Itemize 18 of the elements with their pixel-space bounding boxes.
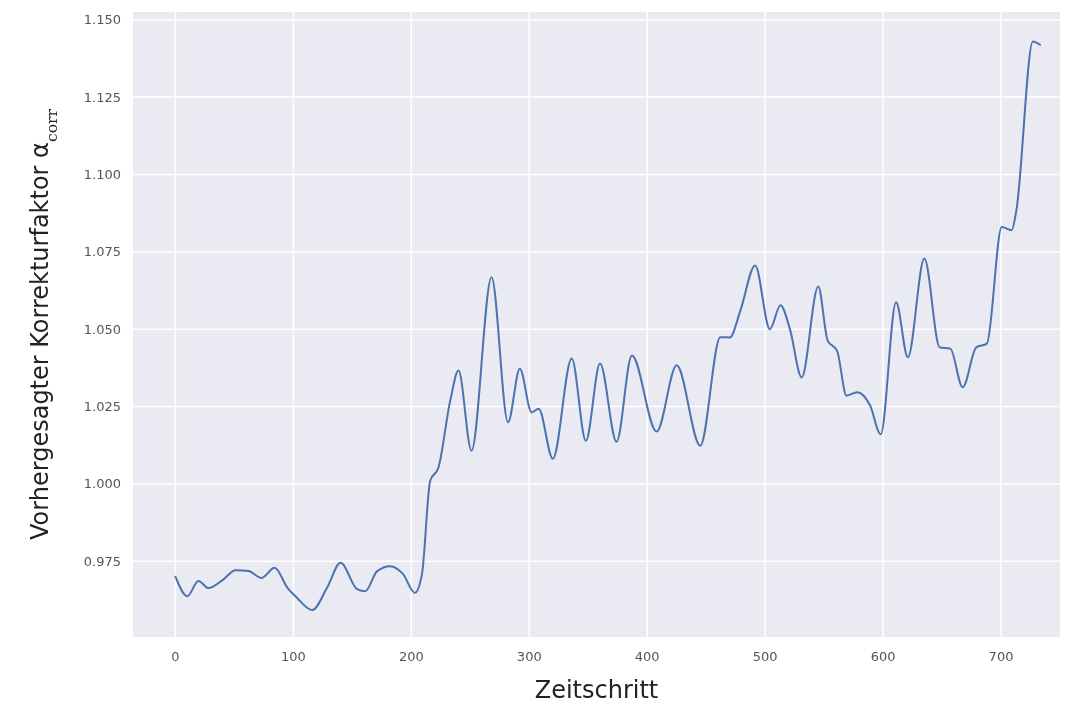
y-tick-label: 1.125 <box>83 89 121 105</box>
y-tick-label: 1.075 <box>83 244 121 260</box>
x-tick-label: 600 <box>870 649 896 664</box>
y-tick-label: 1.000 <box>83 476 121 492</box>
y-tick-label: 1.050 <box>83 321 121 337</box>
x-tick-label: 200 <box>398 649 424 664</box>
x-tick-label: 0 <box>171 649 180 664</box>
x-tick-label: 300 <box>516 649 542 664</box>
x-tick-label: 100 <box>280 649 306 664</box>
x-tick-label: 400 <box>634 649 660 664</box>
line-series <box>174 40 1041 612</box>
y-tick-label: 1.025 <box>83 399 121 415</box>
x-tick-label: 500 <box>752 649 778 664</box>
y-tick-label: 1.150 <box>83 12 121 28</box>
y-tick-label: 1.100 <box>83 166 121 182</box>
y-tick-label: 0.975 <box>83 553 121 569</box>
x-tick-label: 700 <box>988 649 1014 664</box>
x-axis-title: Zeitschritt <box>534 676 659 704</box>
